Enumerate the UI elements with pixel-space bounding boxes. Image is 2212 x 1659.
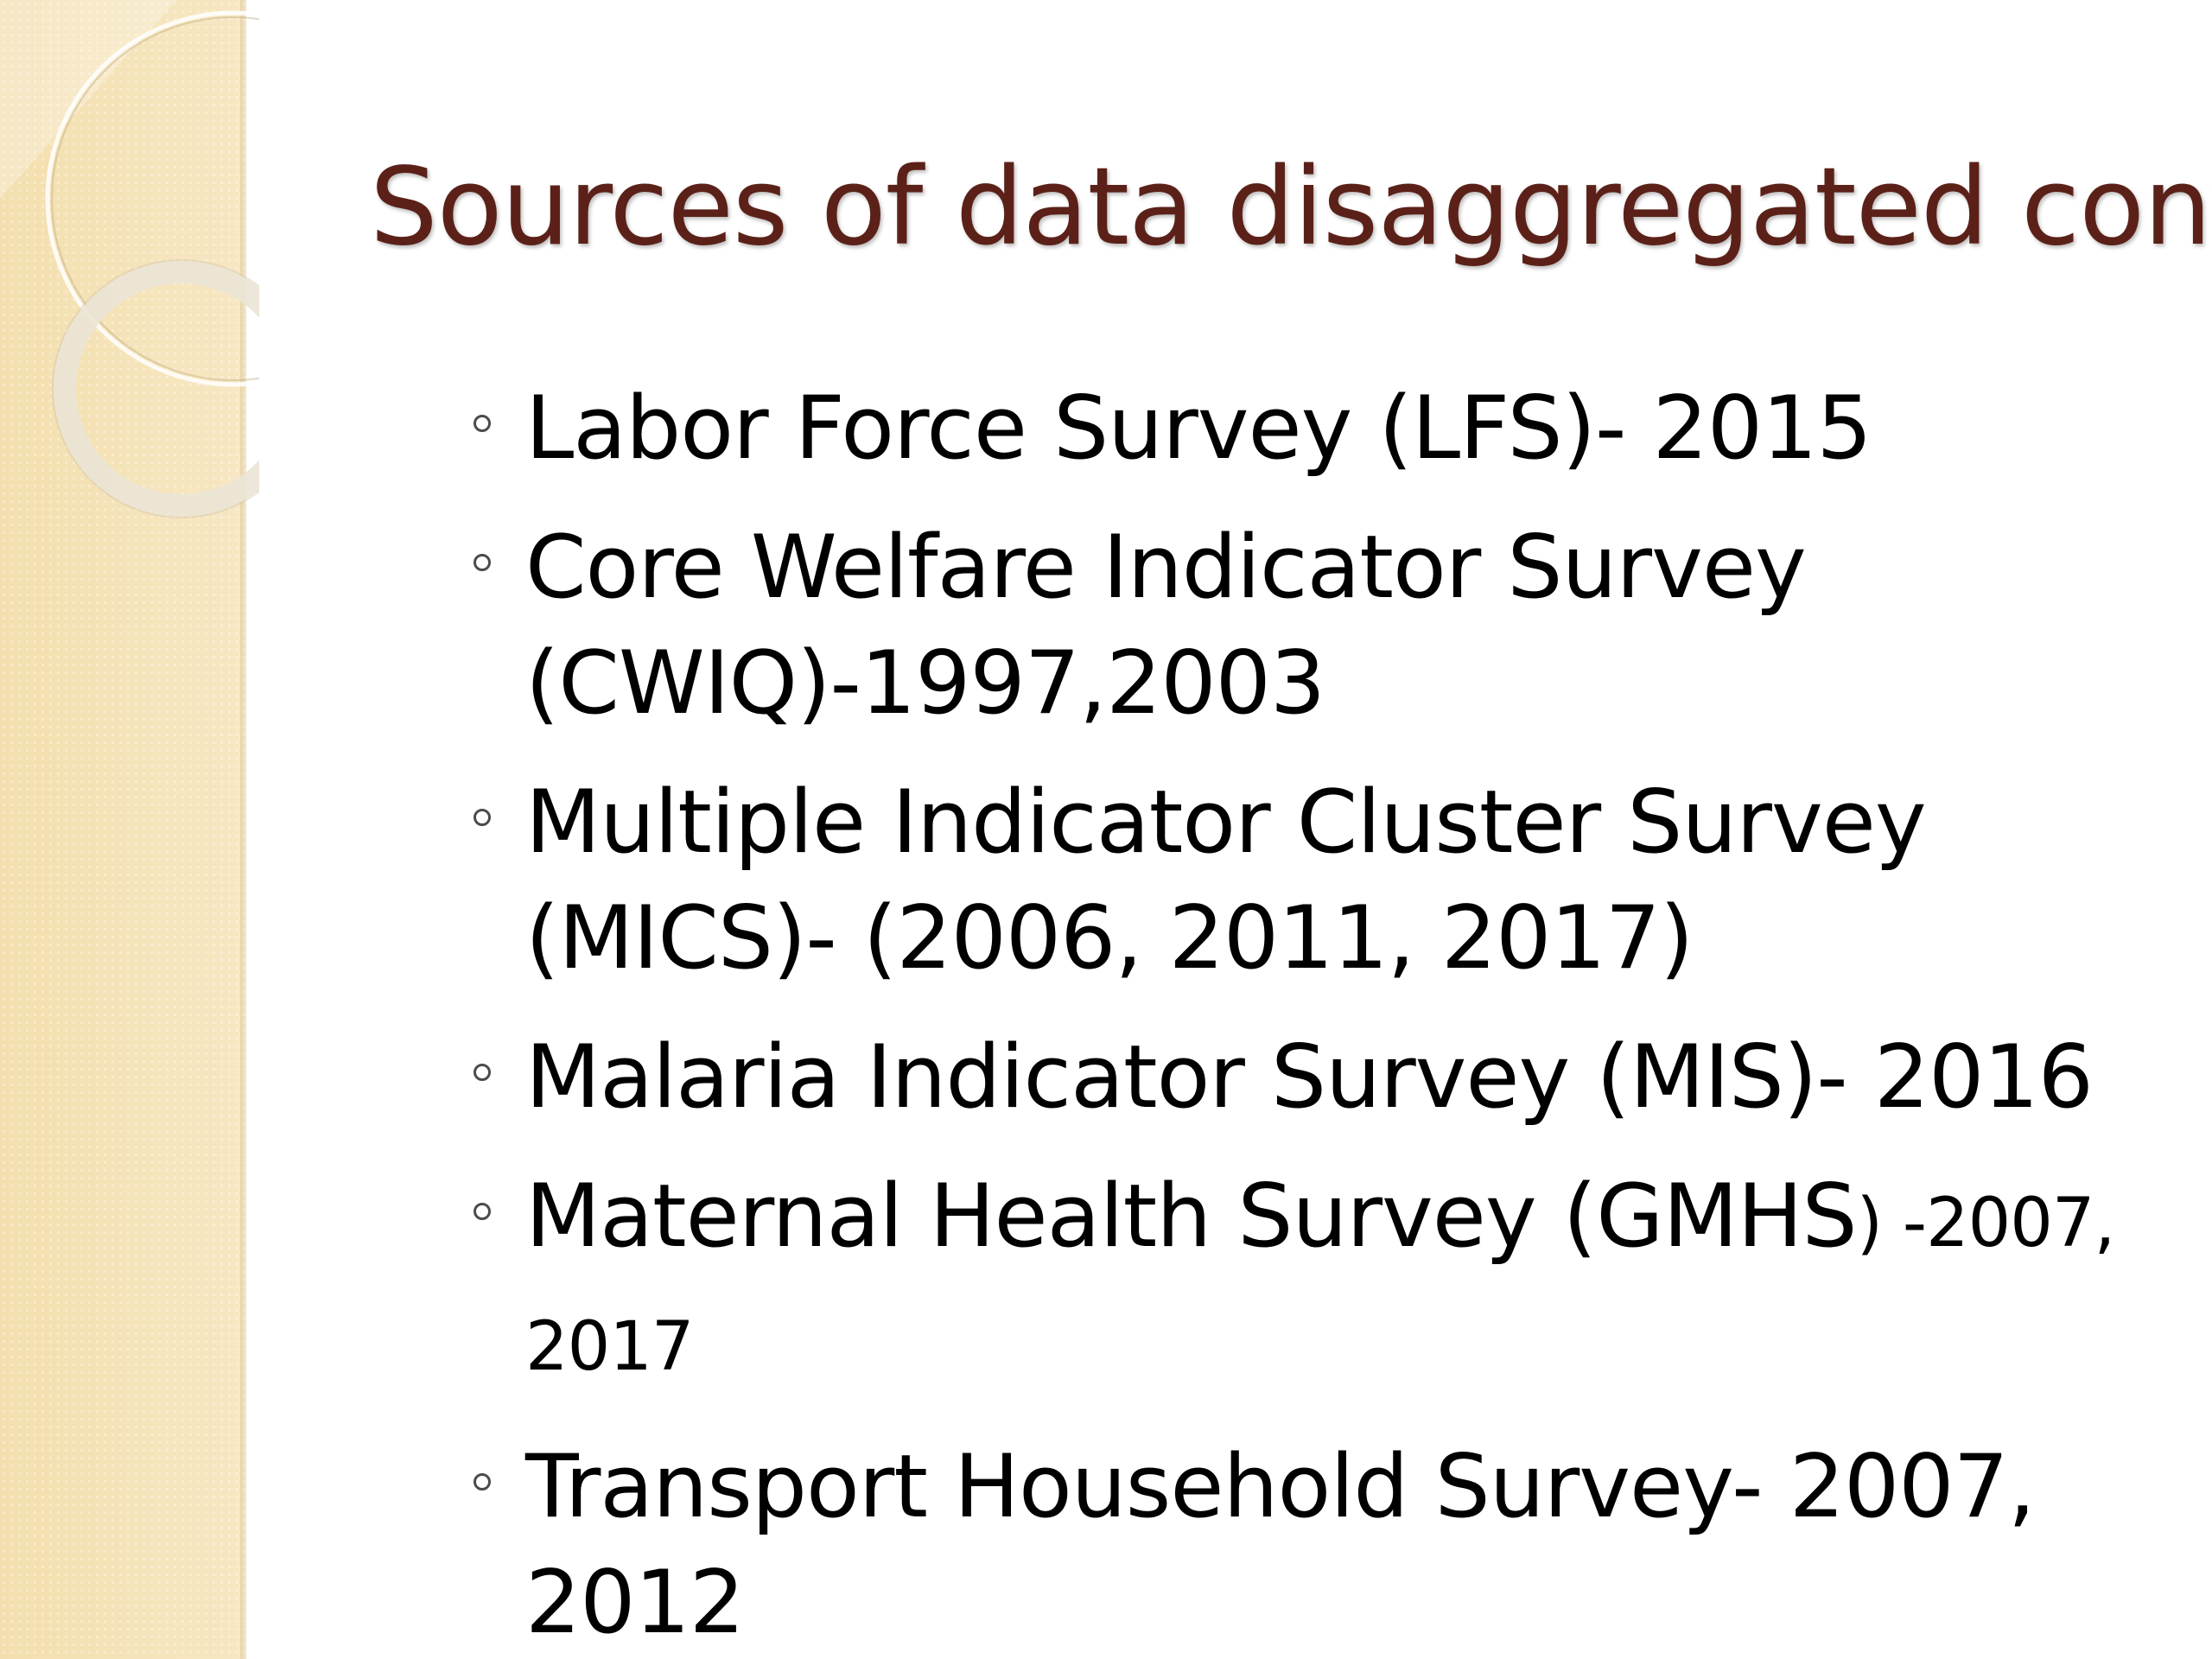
list-item-text: Malaria Indicator Survey (MIS)- 2016 [525, 1026, 2094, 1128]
list-item: Core Welfare Indicator Survey (CWIQ)-199… [467, 509, 2186, 741]
side-band-edge [240, 0, 247, 1659]
ring-decoration [0, 0, 259, 518]
hollow-circle-bullet-icon [474, 1473, 491, 1491]
list-item: Malaria Indicator Survey (MIS)- 2016 [467, 1019, 2186, 1135]
list-item: Transport Household Survey- 2007, 2012 [467, 1428, 2186, 1659]
slide-title: Sources of data disaggregated cont’d [370, 145, 2212, 270]
hollow-circle-bullet-icon [474, 554, 491, 571]
bullet-list: Labor Force Survey (LFS)- 2015 Core Welf… [467, 370, 2186, 1659]
hollow-circle-bullet-icon [474, 1064, 491, 1081]
hollow-circle-bullet-icon [474, 1203, 491, 1220]
list-item-text: Maternal Health Survey (GMHS [525, 1165, 1858, 1267]
list-item-text: Transport Household Survey- 2007, 2012 [525, 1435, 2036, 1653]
hollow-circle-bullet-icon [474, 415, 491, 432]
hollow-circle-bullet-icon [474, 809, 491, 826]
list-item: Maternal Health Survey (GMHS) -2007, 201… [467, 1158, 2186, 1405]
list-item-text: Multiple Indicator Cluster Survey (MICS)… [525, 771, 1927, 988]
list-item-suffix: ) -2007, 2017 [525, 1185, 2115, 1386]
list-item: Labor Force Survey (LFS)- 2015 [467, 370, 2186, 486]
list-item: Multiple Indicator Cluster Survey (MICS)… [467, 764, 2186, 995]
list-item-text: Core Welfare Indicator Survey (CWIQ)-199… [525, 516, 1807, 734]
list-item-text: Labor Force Survey (LFS)- 2015 [525, 377, 1872, 479]
